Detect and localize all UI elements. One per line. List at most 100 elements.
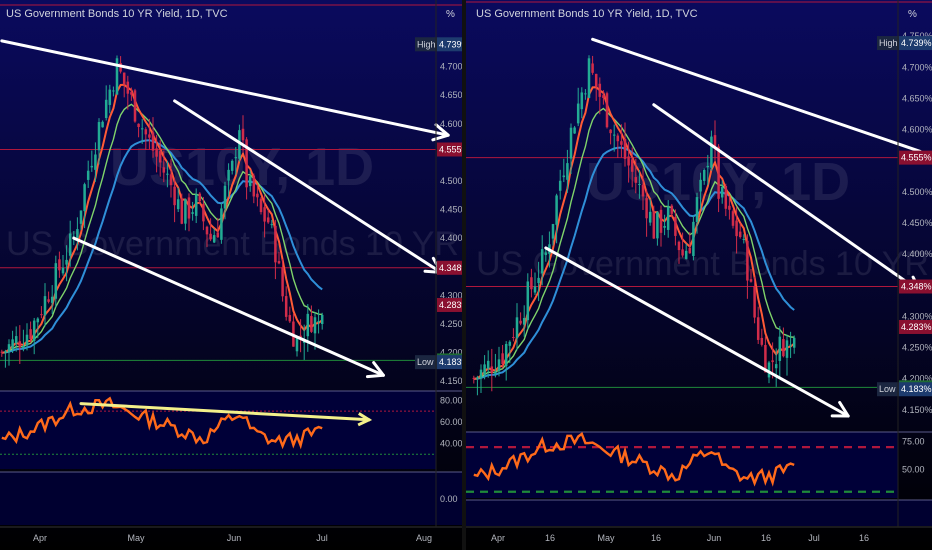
candle-body[interactable]	[663, 225, 666, 228]
candle-body[interactable]	[648, 211, 652, 223]
candle-body[interactable]	[220, 208, 223, 240]
candle-body[interactable]	[479, 369, 483, 379]
candle-body[interactable]	[162, 167, 166, 173]
candle-body[interactable]	[274, 225, 277, 263]
candle-body[interactable]	[659, 209, 663, 233]
candle-body[interactable]	[137, 123, 140, 127]
candle-body[interactable]	[753, 285, 756, 318]
candle-body[interactable]	[544, 252, 548, 256]
candle-body[interactable]	[216, 232, 220, 238]
candle-body[interactable]	[277, 261, 281, 264]
candle-body[interactable]	[58, 259, 61, 271]
candle-body[interactable]	[252, 175, 256, 197]
candle-body[interactable]	[573, 127, 576, 134]
candle-body[interactable]	[50, 296, 54, 303]
candle-body[interactable]	[656, 211, 659, 239]
trendline-0[interactable]	[0, 39, 450, 137]
candle-body[interactable]	[584, 93, 587, 95]
candle-body[interactable]	[497, 359, 501, 372]
candle-body[interactable]	[4, 351, 7, 353]
candle-body[interactable]	[263, 207, 266, 222]
candle-body[interactable]	[519, 320, 522, 324]
candle-body[interactable]	[674, 216, 677, 236]
candle-body[interactable]	[295, 337, 299, 352]
candle-body[interactable]	[501, 353, 504, 365]
candle-body[interactable]	[259, 198, 263, 213]
candle-body[interactable]	[641, 184, 645, 197]
candle-body[interactable]	[202, 203, 205, 222]
candle-body[interactable]	[238, 130, 241, 159]
candle-body[interactable]	[187, 197, 191, 219]
candle-body[interactable]	[512, 336, 515, 338]
candle-body[interactable]	[140, 128, 144, 130]
candle-body[interactable]	[504, 343, 508, 367]
candle-body[interactable]	[551, 224, 555, 239]
candle-body[interactable]	[310, 316, 313, 332]
candle-body[interactable]	[180, 198, 184, 224]
candle-body[interactable]	[486, 360, 490, 369]
candle-body[interactable]	[155, 148, 158, 157]
candle-body[interactable]	[184, 199, 187, 224]
rsi-line[interactable]	[473, 432, 795, 487]
candle-body[interactable]	[738, 231, 742, 238]
candle-body[interactable]	[684, 250, 688, 259]
candle-body[interactable]	[530, 277, 533, 290]
candle-body[interactable]	[36, 318, 40, 323]
candle-body[interactable]	[223, 185, 227, 209]
candle-body[interactable]	[86, 170, 90, 180]
candle-body[interactable]	[256, 193, 259, 198]
candle-body[interactable]	[677, 241, 681, 251]
candle-body[interactable]	[494, 371, 497, 374]
candle-body[interactable]	[598, 83, 602, 97]
candle-body[interactable]	[317, 321, 320, 323]
candle-body[interactable]	[166, 173, 169, 175]
candle-body[interactable]	[634, 177, 638, 183]
candle-body[interactable]	[0, 351, 4, 353]
candle-body[interactable]	[130, 92, 133, 95]
candle-body[interactable]	[18, 341, 22, 348]
candle-body[interactable]	[47, 299, 50, 302]
candle-body[interactable]	[191, 212, 194, 214]
candle-body[interactable]	[630, 159, 634, 172]
candle-body[interactable]	[688, 248, 692, 254]
candle-body[interactable]	[620, 141, 623, 145]
candle-body[interactable]	[616, 135, 620, 142]
candle-body[interactable]	[792, 337, 796, 348]
percent-button-label[interactable]: %	[446, 9, 455, 20]
candle-body[interactable]	[742, 238, 746, 240]
candle-body[interactable]	[212, 235, 216, 243]
candle-body[interactable]	[79, 210, 83, 224]
candle-body[interactable]	[7, 344, 11, 353]
candle-body[interactable]	[666, 206, 670, 230]
candle-body[interactable]	[533, 286, 537, 293]
candle-body[interactable]	[306, 313, 310, 337]
candle-body[interactable]	[245, 139, 248, 188]
trendline-2[interactable]	[72, 236, 385, 377]
candle-body[interactable]	[652, 211, 656, 239]
candle-body[interactable]	[11, 339, 14, 349]
candle-body[interactable]	[76, 229, 79, 238]
candle-body[interactable]	[490, 366, 494, 374]
candle-body[interactable]	[774, 364, 778, 369]
candle-body[interactable]	[627, 156, 630, 166]
candle-body[interactable]	[133, 90, 137, 122]
candle-body[interactable]	[710, 136, 713, 168]
candle-body[interactable]	[288, 315, 292, 322]
candle-body[interactable]	[591, 63, 594, 73]
candle-body[interactable]	[313, 317, 317, 334]
candle-body[interactable]	[54, 263, 58, 299]
candle-body[interactable]	[576, 103, 580, 124]
candle-body[interactable]	[699, 179, 702, 192]
candle-body[interactable]	[764, 344, 767, 373]
candle-body[interactable]	[112, 90, 115, 92]
candle-body[interactable]	[101, 121, 104, 128]
candle-body[interactable]	[645, 198, 648, 219]
candle-body[interactable]	[194, 194, 198, 216]
candle-body[interactable]	[789, 344, 792, 346]
candle-body[interactable]	[472, 377, 476, 379]
candle-body[interactable]	[760, 337, 764, 345]
candle-body[interactable]	[767, 362, 771, 378]
